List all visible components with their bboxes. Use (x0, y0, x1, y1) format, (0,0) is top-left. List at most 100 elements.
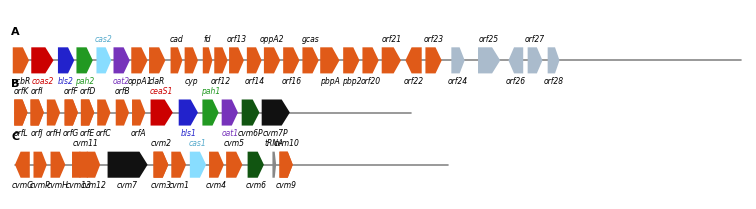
Text: orfB: orfB (115, 87, 130, 96)
FancyArrow shape (171, 47, 182, 73)
Text: oat2: oat2 (113, 77, 130, 86)
Text: orfJ: orfJ (31, 129, 44, 138)
FancyArrow shape (242, 99, 259, 126)
Text: cvm1: cvm1 (168, 181, 189, 190)
Text: orf20: orf20 (361, 77, 381, 86)
FancyArrow shape (79, 152, 93, 178)
Text: bls1: bls1 (181, 129, 197, 138)
FancyArrow shape (272, 152, 276, 178)
FancyArrow shape (76, 47, 93, 73)
Text: claR: claR (149, 77, 166, 86)
FancyArrow shape (14, 99, 27, 126)
FancyArrow shape (15, 152, 29, 178)
Text: cvm13: cvm13 (66, 181, 91, 190)
FancyArrow shape (107, 152, 147, 178)
Text: cvm6: cvm6 (245, 181, 266, 190)
FancyArrow shape (264, 47, 280, 73)
FancyArrow shape (153, 152, 169, 178)
Text: cad: cad (169, 35, 184, 44)
Text: orf27: orf27 (525, 35, 545, 44)
FancyArrow shape (178, 99, 198, 126)
FancyArrow shape (226, 152, 243, 178)
FancyArrow shape (64, 99, 78, 126)
Text: tRNA: tRNA (265, 139, 284, 148)
FancyArrow shape (547, 47, 559, 73)
FancyArrow shape (30, 99, 44, 126)
Text: orfI: orfI (31, 87, 44, 96)
Text: orf24: orf24 (448, 77, 468, 86)
FancyArrow shape (33, 152, 47, 178)
FancyArrow shape (382, 47, 401, 73)
Text: orf28: orf28 (544, 77, 564, 86)
Text: ceaS1: ceaS1 (150, 87, 173, 96)
Text: cvm3: cvm3 (150, 181, 172, 190)
Text: orf25: orf25 (479, 35, 499, 44)
FancyArrow shape (72, 152, 85, 178)
FancyArrow shape (113, 47, 130, 73)
FancyArrow shape (132, 99, 145, 126)
Text: oppA1: oppA1 (127, 77, 152, 86)
Text: cvm6P: cvm6P (237, 129, 263, 138)
Text: cvmH: cvmH (47, 181, 69, 190)
FancyArrow shape (262, 99, 290, 126)
Text: oppA2: oppA2 (260, 35, 284, 44)
FancyArrow shape (81, 99, 94, 126)
FancyArrow shape (64, 99, 78, 126)
FancyArrow shape (98, 99, 110, 126)
Text: pcbR: pcbR (11, 77, 30, 86)
Text: B: B (11, 79, 20, 89)
FancyArrow shape (248, 152, 264, 178)
Text: cvm5: cvm5 (224, 139, 245, 148)
Text: cvm4: cvm4 (206, 181, 227, 190)
FancyArrow shape (222, 99, 238, 126)
Text: orf12: orf12 (211, 77, 231, 86)
Text: oat1: oat1 (222, 129, 238, 138)
Text: cvm7: cvm7 (117, 181, 138, 190)
Text: cvm11: cvm11 (73, 139, 99, 148)
Text: cvm2: cvm2 (150, 139, 172, 148)
Text: orfD: orfD (79, 87, 96, 96)
FancyArrow shape (508, 47, 523, 73)
Text: orfG: orfG (64, 129, 79, 138)
FancyArrow shape (150, 99, 173, 126)
Text: cvm9: cvm9 (276, 181, 296, 190)
Text: cvmG: cvmG (11, 181, 33, 190)
Text: pah2: pah2 (75, 77, 94, 86)
Text: orfC: orfC (96, 129, 112, 138)
Text: orfF: orfF (64, 87, 79, 96)
FancyArrow shape (97, 47, 111, 73)
FancyArrow shape (426, 47, 442, 73)
Text: coas2: coas2 (31, 77, 54, 86)
FancyArrow shape (47, 99, 60, 126)
Text: orfA: orfA (131, 129, 147, 138)
FancyArrow shape (116, 99, 129, 126)
Text: orf26: orf26 (506, 77, 526, 86)
Text: orf14: orf14 (244, 77, 265, 86)
Text: orf16: orf16 (281, 77, 302, 86)
FancyArrow shape (214, 47, 228, 73)
FancyArrow shape (149, 47, 166, 73)
FancyArrow shape (209, 152, 224, 178)
FancyArrow shape (280, 152, 293, 178)
FancyArrow shape (478, 47, 500, 73)
Text: orfK: orfK (13, 87, 29, 96)
FancyArrow shape (451, 47, 465, 73)
Text: A: A (11, 27, 20, 37)
Text: orfE: orfE (80, 129, 95, 138)
Text: orf21: orf21 (381, 35, 401, 44)
FancyArrow shape (280, 152, 293, 178)
FancyArrow shape (184, 47, 198, 73)
Text: orfL: orfL (14, 129, 28, 138)
FancyArrow shape (58, 47, 74, 73)
FancyArrow shape (284, 47, 299, 73)
FancyArrow shape (203, 47, 212, 73)
Text: cvm12: cvm12 (81, 181, 107, 190)
Text: cvm7P: cvm7P (263, 129, 289, 138)
FancyArrow shape (362, 47, 379, 73)
FancyArrow shape (190, 152, 206, 178)
Text: gcas: gcas (302, 35, 320, 44)
FancyArrow shape (30, 99, 44, 126)
FancyArrow shape (172, 152, 186, 178)
Text: orf13: orf13 (227, 35, 246, 44)
FancyArrow shape (247, 47, 262, 73)
